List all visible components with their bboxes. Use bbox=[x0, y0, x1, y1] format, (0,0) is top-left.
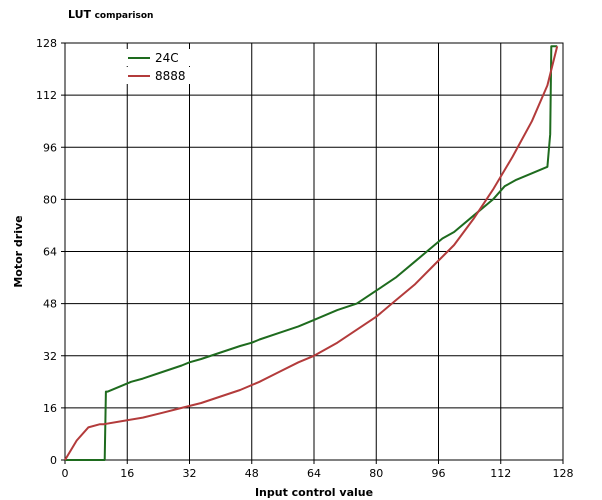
y-tick-label: 64 bbox=[43, 246, 57, 259]
y-tick-label: 32 bbox=[43, 350, 57, 363]
y-tick-label: 80 bbox=[43, 193, 57, 206]
plot-frame bbox=[64, 42, 564, 461]
y-tick-label: 48 bbox=[43, 298, 57, 311]
x-tick-label: 16 bbox=[120, 467, 134, 480]
series-line-24C bbox=[65, 45, 558, 461]
y-tick-label: 112 bbox=[36, 89, 57, 102]
x-tick-label: 112 bbox=[490, 467, 511, 480]
x-axis-title: Input control value bbox=[255, 486, 373, 499]
x-tick-label: 80 bbox=[369, 467, 383, 480]
x-tick-label: 64 bbox=[307, 467, 321, 480]
legend-background bbox=[122, 49, 204, 66]
chart-title-main: LUT bbox=[68, 8, 92, 21]
chart-title-sub: comparison bbox=[94, 11, 154, 21]
y-tick-label: 96 bbox=[43, 141, 57, 154]
y-tick-label: 16 bbox=[43, 402, 57, 415]
y-axis-title: Motor drive bbox=[12, 215, 25, 287]
y-tick-label: 0 bbox=[50, 454, 57, 467]
x-tick-label: 128 bbox=[553, 467, 574, 480]
legend-background bbox=[122, 67, 204, 84]
x-tick-label: 96 bbox=[432, 467, 446, 480]
series-line-8888 bbox=[64, 46, 559, 461]
legend-label-8888: 8888 bbox=[155, 69, 186, 83]
x-tick-label: 0 bbox=[62, 467, 69, 480]
x-tick-label: 32 bbox=[183, 467, 197, 480]
legend-label-24C: 24C bbox=[155, 51, 179, 65]
y-tick-label: 128 bbox=[36, 37, 57, 50]
x-tick-label: 48 bbox=[245, 467, 259, 480]
chart-title: LUT comparison bbox=[68, 8, 153, 21]
